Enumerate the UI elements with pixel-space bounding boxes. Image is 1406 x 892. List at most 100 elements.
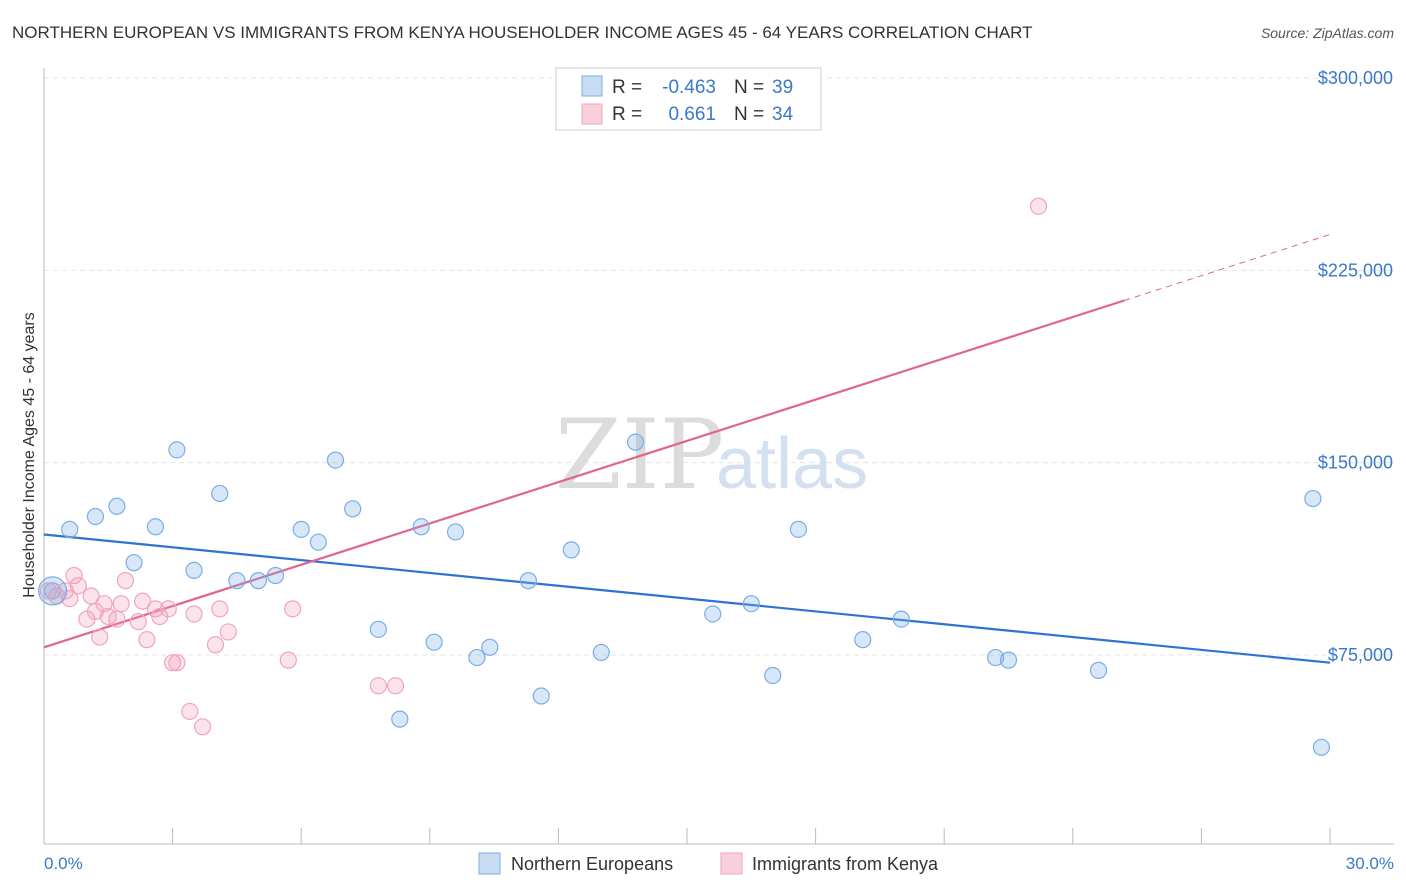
watermark-atlas: atlas bbox=[716, 424, 868, 504]
point-kenya bbox=[91, 628, 109, 646]
trend-line-kenya-extension bbox=[1124, 233, 1331, 301]
trend-line-kenya bbox=[43, 299, 1125, 649]
point-northern-european bbox=[168, 441, 186, 459]
point-kenya bbox=[39, 582, 57, 600]
point-northern-european bbox=[309, 533, 327, 551]
bottom-legend-swatch-kenya bbox=[720, 852, 743, 875]
y-tick-label: $300,000 bbox=[1318, 68, 1393, 88]
point-northern-european bbox=[412, 518, 430, 536]
point-northern-european bbox=[292, 520, 310, 538]
trend-line-northern-european bbox=[43, 533, 1331, 664]
legend-n-value-2: 34 bbox=[772, 104, 794, 125]
point-northern-european bbox=[999, 651, 1018, 669]
point-northern-european bbox=[125, 554, 143, 572]
point-northern-european bbox=[146, 518, 165, 536]
x-axis-ticks bbox=[43, 828, 1331, 844]
stats-legend: R = -0.463 N = 39 R = 0.661 N = 34 bbox=[555, 67, 822, 131]
point-northern-european bbox=[446, 523, 465, 541]
point-northern-european bbox=[211, 484, 229, 503]
point-kenya bbox=[1029, 197, 1048, 215]
y-tick-label: $75,000 bbox=[1328, 645, 1393, 665]
point-northern-european bbox=[742, 595, 760, 613]
point-northern-european bbox=[764, 666, 782, 685]
point-northern-european bbox=[228, 572, 246, 590]
point-northern-european bbox=[854, 631, 872, 649]
x-tick-label-min: 0.0% bbox=[44, 854, 83, 873]
point-northern-european bbox=[108, 497, 126, 515]
chart-title: NORTHERN EUROPEAN VS IMMIGRANTS FROM KEN… bbox=[12, 23, 1033, 42]
point-northern-european bbox=[266, 566, 285, 585]
bottom-legend-label-kenya: Immigrants from Kenya bbox=[752, 854, 939, 874]
point-northern-european bbox=[532, 687, 550, 705]
point-kenya bbox=[211, 600, 229, 618]
point-kenya bbox=[219, 623, 237, 641]
point-kenya bbox=[129, 613, 147, 631]
point-northern-european bbox=[1304, 489, 1322, 508]
point-kenya bbox=[284, 600, 302, 618]
point-northern-european bbox=[1089, 661, 1108, 679]
point-northern-european bbox=[626, 433, 645, 451]
y-tick-labels: $75,000 $150,000 $225,000 $300,000 bbox=[1318, 68, 1393, 665]
point-northern-european bbox=[249, 572, 267, 590]
y-tick-label: $150,000 bbox=[1318, 453, 1393, 473]
point-northern-european bbox=[562, 541, 580, 559]
watermark: ZIP atlas bbox=[555, 399, 868, 511]
point-northern-european bbox=[481, 638, 499, 656]
y-axis-label: Householder Income Ages 45 - 64 years bbox=[21, 312, 38, 598]
point-northern-european bbox=[86, 507, 105, 526]
point-kenya bbox=[112, 595, 130, 613]
point-kenya bbox=[116, 572, 135, 590]
legend-n-label-1: N = bbox=[734, 77, 764, 98]
legend-r-value-1: -0.463 bbox=[662, 77, 716, 98]
point-northern-european bbox=[592, 643, 610, 662]
chart-source: Source: ZipAtlas.com bbox=[1261, 25, 1394, 41]
point-northern-european bbox=[61, 520, 79, 538]
scatter-points bbox=[37, 197, 1331, 756]
point-northern-european bbox=[369, 620, 387, 638]
point-kenya bbox=[69, 577, 87, 595]
point-kenya bbox=[168, 654, 186, 672]
point-kenya bbox=[194, 718, 212, 736]
point-northern-european bbox=[892, 610, 910, 628]
legend-swatch-northern-europeans bbox=[581, 75, 603, 97]
point-kenya bbox=[181, 702, 199, 721]
point-kenya bbox=[279, 651, 297, 669]
point-kenya bbox=[95, 595, 113, 613]
point-northern-european bbox=[326, 451, 345, 469]
point-northern-european bbox=[987, 648, 1005, 667]
point-northern-european bbox=[425, 633, 443, 651]
point-northern-european bbox=[1312, 738, 1331, 756]
legend-r-label-1: R = bbox=[612, 77, 642, 98]
point-kenya bbox=[138, 631, 156, 649]
legend-r-label-2: R = bbox=[612, 104, 642, 125]
bottom-legend-label-northern-europeans: Northern Europeans bbox=[511, 854, 673, 874]
point-kenya bbox=[133, 592, 152, 610]
point-northern-european bbox=[391, 710, 409, 728]
point-kenya bbox=[369, 677, 387, 695]
trend-lines bbox=[43, 233, 1331, 664]
point-kenya bbox=[65, 566, 83, 585]
point-kenya bbox=[386, 677, 405, 695]
legend-r-value-2: 0.661 bbox=[668, 104, 716, 125]
point-northern-european bbox=[789, 520, 808, 538]
point-northern-european bbox=[468, 648, 486, 667]
point-northern-european bbox=[185, 561, 203, 579]
point-kenya bbox=[108, 610, 126, 628]
gridlines bbox=[44, 77, 1394, 656]
point-kenya bbox=[185, 605, 203, 623]
point-northern-european bbox=[519, 572, 537, 590]
x-tick-label-max: 30.0% bbox=[1346, 854, 1394, 873]
y-tick-label: $225,000 bbox=[1318, 260, 1393, 280]
series-legend: Northern Europeans Immigrants from Kenya bbox=[478, 852, 939, 875]
point-kenya bbox=[206, 636, 225, 654]
bottom-legend-swatch-northern-europeans bbox=[478, 852, 501, 875]
legend-swatch-kenya bbox=[581, 103, 603, 125]
point-northern-european bbox=[704, 605, 722, 623]
legend-n-label-2: N = bbox=[734, 104, 764, 125]
legend-n-value-1: 39 bbox=[772, 77, 793, 98]
point-cluster-origin bbox=[37, 576, 68, 606]
point-kenya bbox=[159, 600, 177, 618]
point-northern-european bbox=[344, 500, 362, 518]
point-kenya bbox=[164, 654, 182, 672]
